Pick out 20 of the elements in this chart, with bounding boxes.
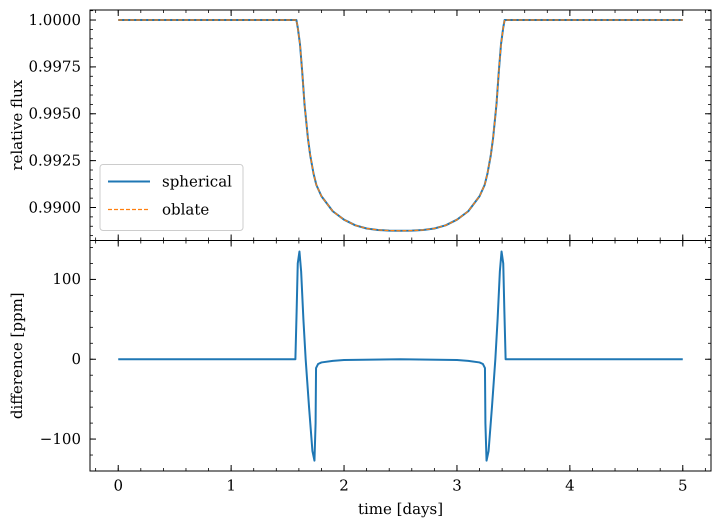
y-tick-label: 0.9950	[28, 104, 81, 123]
y-tick-label: 100	[52, 270, 81, 288]
legend-label: oblate	[162, 200, 210, 218]
x-tick-label: 0	[113, 476, 123, 495]
y-tick-label: 0.9900	[28, 198, 81, 216]
x-tick-label: 2	[339, 476, 349, 495]
line-series	[117, 250, 684, 462]
y-tick-label: 0.9975	[28, 58, 81, 76]
y-tick-label: 1.0000	[28, 10, 81, 29]
x-tick-label: 5	[678, 476, 688, 495]
x-axis-title: time [days]	[358, 500, 444, 518]
y-axis-title: relative flux	[8, 79, 26, 171]
x-tick-label: 4	[565, 476, 575, 495]
y-tick-label: −100	[40, 430, 81, 448]
legend-label: spherical	[162, 172, 232, 190]
y-axis-title: difference [ppm]	[8, 292, 26, 420]
x-tick-label: 3	[452, 476, 462, 495]
y-tick-label: 0	[71, 350, 81, 368]
x-tick-label: 1	[226, 476, 236, 495]
y-tick-label: 0.9925	[28, 151, 81, 170]
